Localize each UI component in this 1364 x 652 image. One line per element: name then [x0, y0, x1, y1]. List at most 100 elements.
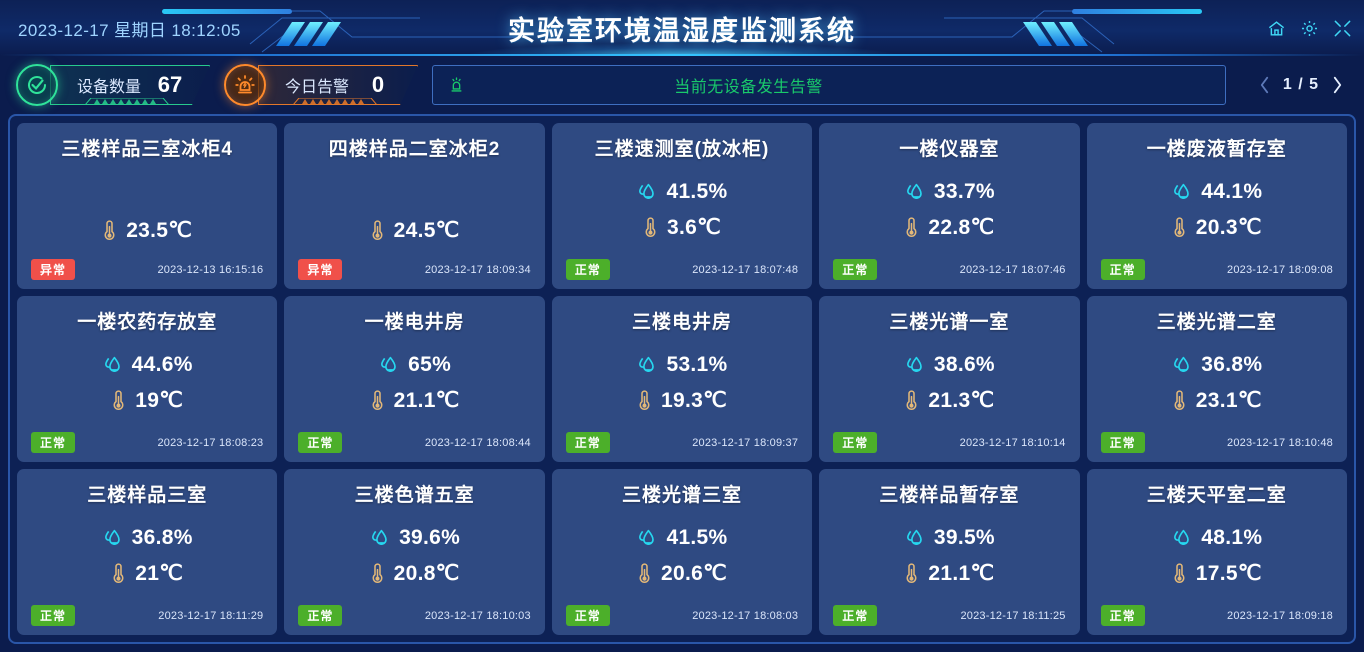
device-card[interactable]: 三楼光谱三室 41.5% 20.6℃ 正常 2023-12-17 18:08:03	[551, 469, 813, 635]
status-badge: 正常	[1100, 259, 1145, 280]
gear-icon[interactable]	[1300, 19, 1319, 38]
device-name: 四楼样品二室冰柜2	[328, 139, 501, 160]
stat-device-count-plate: 设备数量 67	[50, 65, 210, 105]
device-name: 一楼仪器室	[899, 139, 1000, 160]
thermometer-icon	[1172, 389, 1187, 412]
device-metrics: 38.6% 21.3℃	[831, 334, 1067, 432]
stat-today-alarms-value: 0	[371, 72, 385, 97]
chevron-left-icon[interactable]	[1258, 75, 1271, 95]
device-timestamp: 2023-12-17 18:07:46	[959, 263, 1066, 276]
status-badge: 正常	[31, 605, 76, 626]
temperature-metric: 21.1℃	[370, 388, 460, 413]
device-card[interactable]: 三楼样品暂存室 39.5% 21.1℃ 正常 2023-12-17 18:11:25	[819, 469, 1080, 635]
status-badge: 正常	[565, 259, 610, 280]
device-card-grid: 三楼样品三室冰柜4 23.5℃ 异常 2023-12-13 16:15:16 四楼样品二…	[17, 123, 1347, 635]
device-name: 三楼样品三室	[87, 485, 208, 506]
device-name: 一楼电井房	[364, 312, 465, 333]
humidity-metric: 65%	[378, 353, 451, 377]
status-bar: 设备数量 67 今日告警 0	[0, 56, 1364, 114]
temperature-metric: 3.6℃	[643, 215, 721, 240]
temperature-value: 21.3℃	[928, 389, 995, 412]
alarm-light-icon	[224, 64, 267, 106]
device-card[interactable]: 一楼电井房 65% 21.1℃ 正常 2023-12-17 18:08:44	[284, 296, 545, 462]
page-title: 实验室环境温湿度监测系统	[508, 15, 856, 46]
humidity-droplet-icon	[1171, 354, 1192, 376]
temperature-value: 23.1℃	[1195, 389, 1262, 412]
alert-message: 当前无设备发生告警	[674, 79, 823, 96]
humidity-droplet-icon	[904, 354, 925, 376]
device-timestamp: 2023-12-17 18:11:29	[158, 609, 264, 622]
temperature-value: 19℃	[135, 389, 184, 412]
device-metrics: 41.5% 3.6℃	[564, 161, 800, 259]
pagination-label: 1 / 5	[1282, 76, 1319, 93]
thermometer-icon	[370, 389, 385, 412]
device-metrics: 36.8% 21℃	[29, 507, 265, 605]
device-timestamp: 2023-12-13 16:15:16	[157, 263, 264, 276]
device-footer: 正常 2023-12-17 18:10:48	[1099, 432, 1335, 454]
device-name: 一楼废液暂存室	[1146, 139, 1287, 160]
device-card[interactable]: 三楼光谱二室 36.8% 23.1℃ 正常 2023-12-17 18:10:48	[1086, 296, 1347, 462]
device-card[interactable]: 三楼样品三室 36.8% 21℃ 正常 2023-12-17 18:11:29	[17, 469, 278, 635]
device-card[interactable]: 一楼农药存放室 44.6% 19℃ 正常 2023-12-17 18:08:23	[17, 296, 278, 462]
thermometer-icon	[111, 389, 126, 412]
device-card[interactable]: 三楼电井房 53.1% 19.3℃ 正常 2023-12-17 18:09:37	[551, 296, 813, 462]
temperature-value: 20.3℃	[1195, 216, 1262, 239]
humidity-droplet-icon	[369, 527, 390, 549]
temperature-metric: 21.1℃	[904, 561, 994, 586]
device-timestamp: 2023-12-17 18:09:37	[692, 436, 799, 449]
humidity-droplet-icon	[904, 181, 925, 203]
device-card[interactable]: 一楼仪器室 33.7% 22.8℃ 正常 2023-12-17 18:07:46	[819, 123, 1080, 289]
current-datetime: 2023-12-17 星期日 18:12:05	[18, 20, 241, 40]
humidity-metric: 53.1%	[636, 353, 727, 377]
device-timestamp: 2023-12-17 18:09:08	[1227, 263, 1333, 276]
device-timestamp: 2023-12-17 18:09:34	[424, 263, 531, 276]
device-name: 三楼光谱一室	[889, 312, 1010, 333]
device-metrics: 41.5% 20.6℃	[564, 507, 800, 605]
device-card[interactable]: 三楼样品三室冰柜4 23.5℃ 异常 2023-12-13 16:15:16	[17, 123, 278, 289]
device-timestamp: 2023-12-17 18:10:03	[424, 609, 531, 622]
fullscreen-icon[interactable]	[1333, 19, 1352, 38]
device-card[interactable]: 四楼样品二室冰柜2 24.5℃ 异常 2023-12-17 18:09:34	[284, 123, 545, 289]
alert-banner: 当前无设备发生告警	[432, 65, 1226, 105]
temperature-metric: 20.6℃	[637, 561, 727, 586]
humidity-droplet-icon	[636, 527, 657, 549]
device-footer: 正常 2023-12-17 18:08:03	[564, 605, 800, 627]
temperature-metric: 24.5℃	[370, 218, 460, 243]
thermometer-icon	[1172, 562, 1187, 585]
device-timestamp: 2023-12-17 18:08:03	[692, 609, 799, 622]
thermometer-icon	[904, 216, 919, 239]
humidity-metric: 41.5%	[636, 526, 727, 550]
temperature-value: 23.5℃	[126, 218, 193, 242]
status-badge: 正常	[1100, 605, 1145, 626]
device-timestamp: 2023-12-17 18:07:48	[692, 263, 799, 276]
device-metrics: 39.5% 21.1℃	[831, 507, 1067, 605]
home-icon[interactable]	[1267, 19, 1286, 38]
chevron-right-icon[interactable]	[1331, 75, 1344, 95]
header-accent-bar-right	[1072, 9, 1202, 14]
device-timestamp: 2023-12-17 18:08:44	[424, 436, 531, 449]
device-footer: 正常 2023-12-17 18:08:44	[296, 432, 532, 454]
device-timestamp: 2023-12-17 18:10:14	[959, 436, 1066, 449]
device-card[interactable]: 三楼色谱五室 39.6% 20.8℃ 正常 2023-12-17 18:10:03	[284, 469, 545, 635]
header-underline	[0, 54, 1364, 56]
humidity-value: 33.7%	[933, 180, 995, 203]
temperature-value: 19.3℃	[661, 389, 727, 412]
device-footer: 正常 2023-12-17 18:09:18	[1099, 605, 1335, 627]
temperature-metric: 19.3℃	[637, 388, 727, 413]
status-badge: 正常	[31, 432, 76, 453]
status-badge: 正常	[1100, 432, 1145, 453]
device-footer: 正常 2023-12-17 18:11:29	[29, 605, 265, 627]
device-card[interactable]: 三楼天平室二室 48.1% 17.5℃ 正常 2023-12-17 18:09:18	[1086, 469, 1347, 635]
humidity-droplet-icon	[904, 527, 925, 549]
thermometer-icon	[111, 562, 126, 585]
thermometer-icon	[904, 389, 919, 412]
device-card[interactable]: 三楼速测室(放冰柜) 41.5% 3.6℃ 正常 2023-12-17 18:07:48	[551, 123, 813, 289]
humidity-metric: 44.6%	[102, 353, 193, 377]
device-card[interactable]: 一楼废液暂存室 44.1% 20.3℃ 正常 2023-12-17 18:09:08	[1086, 123, 1347, 289]
device-name: 三楼光谱二室	[1156, 312, 1277, 333]
status-badge: 正常	[565, 432, 610, 453]
device-metrics: 44.6% 19℃	[29, 334, 265, 432]
humidity-metric: 38.6%	[904, 353, 995, 377]
device-footer: 正常 2023-12-17 18:07:46	[831, 259, 1067, 281]
device-card[interactable]: 三楼光谱一室 38.6% 21.3℃ 正常 2023-12-17 18:10:14	[819, 296, 1080, 462]
